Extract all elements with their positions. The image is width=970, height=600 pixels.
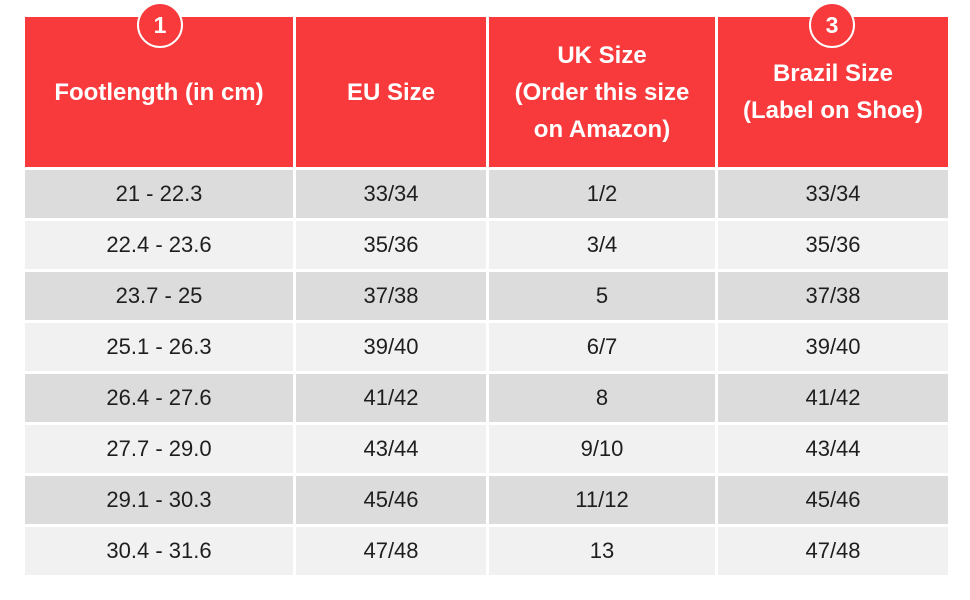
cell-footlength: 23.7 - 25 <box>22 269 296 323</box>
header-eu-size: EU Size <box>293 14 489 170</box>
step-badge-1-number: 1 <box>153 12 167 38</box>
table-row: 23.7 - 25 37/38 5 37/38 <box>22 269 951 323</box>
header-row: Footlength (in cm) EU Size UK Size (Orde… <box>22 14 951 170</box>
cell-eu-size: 33/34 <box>293 167 489 221</box>
step-badge-3: 3 <box>809 2 855 48</box>
header-brazil-size: Brazil Size (Label on Shoe) <box>715 14 951 170</box>
cell-footlength: 26.4 - 27.6 <box>22 371 296 425</box>
step-badge-1: 1 <box>137 2 183 48</box>
cell-eu-size: 41/42 <box>293 371 489 425</box>
header-uk-size-label-line2: (Order this size <box>514 78 690 106</box>
cell-eu-size: 45/46 <box>293 473 489 527</box>
cell-footlength: 25.1 - 26.3 <box>22 320 296 374</box>
header-uk-size-label-line3: on Amazon) <box>533 115 671 143</box>
cell-uk-size: 5 <box>486 269 718 323</box>
cell-uk-size: 9/10 <box>486 422 718 476</box>
header-brazil-size-label-line2: (Label on Shoe) <box>743 97 923 124</box>
header-uk-size: UK Size (Order this size on Amazon) <box>486 14 718 170</box>
header-brazil-size-label-line1: Brazil Size <box>772 60 894 87</box>
cell-uk-size: 6/7 <box>486 320 718 374</box>
table-row: 30.4 - 31.6 47/48 13 47/48 <box>22 524 951 578</box>
table-row: 29.1 - 30.3 45/46 11/12 45/46 <box>22 473 951 527</box>
cell-uk-size: 11/12 <box>486 473 718 527</box>
header-eu-size-label: EU Size <box>346 78 436 106</box>
cell-eu-size: 43/44 <box>293 422 489 476</box>
step-badge-3-number: 3 <box>825 12 839 38</box>
cell-footlength: 30.4 - 31.6 <box>22 524 296 578</box>
cell-brazil-size: 47/48 <box>715 524 951 578</box>
cell-brazil-size: 37/38 <box>715 269 951 323</box>
table-row: 27.7 - 29.0 43/44 9/10 43/44 <box>22 422 951 476</box>
table-row: 25.1 - 26.3 39/40 6/7 39/40 <box>22 320 951 374</box>
cell-footlength: 29.1 - 30.3 <box>22 473 296 527</box>
cell-brazil-size: 33/34 <box>715 167 951 221</box>
cell-eu-size: 47/48 <box>293 524 489 578</box>
header-uk-size-label-line1: UK Size <box>557 41 647 69</box>
cell-brazil-size: 43/44 <box>715 422 951 476</box>
cell-footlength: 21 - 22.3 <box>22 167 296 221</box>
size-conversion-table: Footlength (in cm) EU Size UK Size (Orde… <box>22 14 951 578</box>
cell-uk-size: 8 <box>486 371 718 425</box>
cell-brazil-size: 39/40 <box>715 320 951 374</box>
cell-eu-size: 35/36 <box>293 218 489 272</box>
cell-eu-size: 37/38 <box>293 269 489 323</box>
cell-eu-size: 39/40 <box>293 320 489 374</box>
cell-uk-size: 13 <box>486 524 718 578</box>
table-row: 21 - 22.3 33/34 1/2 33/34 <box>22 167 951 221</box>
table-row: 26.4 - 27.6 41/42 8 41/42 <box>22 371 951 425</box>
cell-footlength: 27.7 - 29.0 <box>22 422 296 476</box>
table-row: 22.4 - 23.6 35/36 3/4 35/36 <box>22 218 951 272</box>
cell-brazil-size: 41/42 <box>715 371 951 425</box>
cell-brazil-size: 35/36 <box>715 218 951 272</box>
header-footlength-label: Footlength (in cm) <box>54 78 264 106</box>
cell-brazil-size: 45/46 <box>715 473 951 527</box>
size-chart: Footlength (in cm) EU Size UK Size (Orde… <box>22 2 951 578</box>
cell-uk-size: 1/2 <box>486 167 718 221</box>
cell-footlength: 22.4 - 23.6 <box>22 218 296 272</box>
cell-uk-size: 3/4 <box>486 218 718 272</box>
